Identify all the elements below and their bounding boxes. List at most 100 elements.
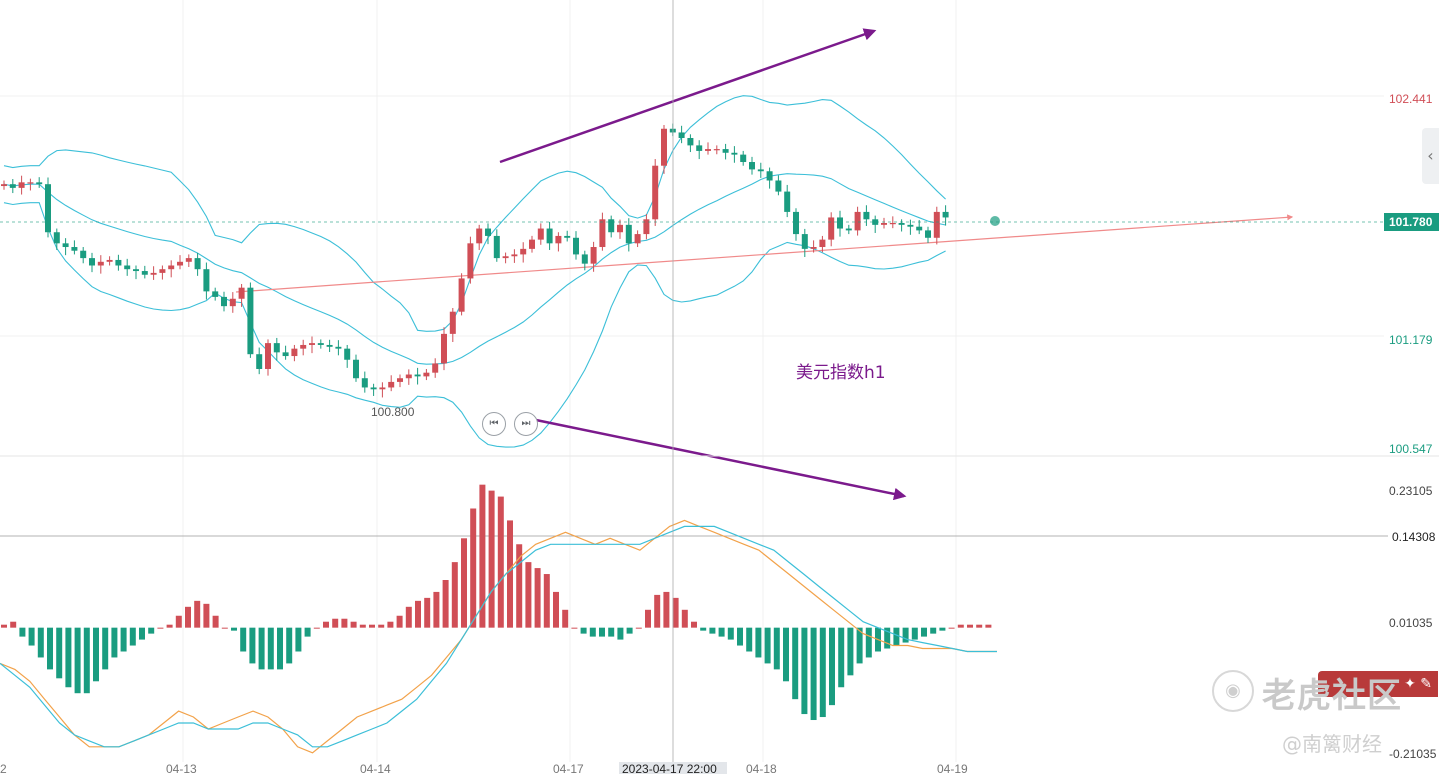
candle (881, 217, 887, 229)
macd-bar (497, 496, 504, 628)
candle-body (643, 219, 650, 235)
candle (485, 223, 491, 245)
macd-tick-1: 0.23105 (1389, 484, 1433, 498)
candle (133, 265, 139, 280)
candle-body (731, 152, 738, 155)
candle (898, 219, 905, 232)
macd-bar (865, 627, 872, 658)
macd-bar (672, 597, 679, 628)
candle (344, 344, 351, 368)
skip-next-button[interactable]: ⏭ (514, 412, 538, 436)
candle-body (652, 165, 659, 220)
macd-bar (718, 627, 725, 637)
candle-body (150, 272, 157, 275)
macd-bar (911, 627, 918, 640)
candle (731, 146, 738, 163)
macd-bar (323, 621, 329, 628)
macd-bar (635, 627, 642, 629)
macd-bar (525, 562, 532, 628)
macd-bar (893, 627, 900, 646)
macd-bar (396, 615, 403, 628)
candle (863, 205, 870, 226)
candle-body (388, 381, 395, 388)
candle-body (810, 247, 817, 249)
macd-bar (470, 508, 477, 628)
candle-body (317, 343, 324, 345)
macd-bar (626, 627, 633, 634)
macd-bar (516, 544, 523, 628)
candle (784, 184, 791, 218)
candle (581, 250, 588, 271)
macd-bar (10, 621, 17, 628)
candle (238, 283, 245, 307)
candle (326, 339, 333, 352)
candle (265, 339, 271, 376)
macd-dea-line (0, 525, 997, 748)
current-price-badge (1384, 213, 1439, 231)
candle-body (599, 219, 606, 248)
candle (793, 208, 799, 241)
candle (590, 241, 597, 272)
macd-bar (267, 627, 274, 670)
candle-body (749, 162, 755, 170)
macd-bar (221, 627, 228, 629)
candle-body (256, 354, 263, 369)
candle (678, 125, 685, 144)
x-tick-4: 04-18 (746, 762, 777, 774)
candlestick-series (1, 123, 949, 398)
macd-bar (746, 627, 753, 652)
candle (423, 368, 430, 381)
bollinger-middle (3, 173, 946, 365)
macd-bar (681, 609, 688, 628)
candle-body (80, 250, 87, 259)
candle (441, 327, 447, 371)
skip-previous-button[interactable]: ⏮ (482, 412, 506, 436)
candle (625, 218, 632, 252)
candle-body (71, 247, 78, 251)
macd-bar (921, 627, 927, 637)
candle-body (793, 211, 799, 235)
watermark-handle: @南篱财经 (1282, 732, 1382, 756)
candle-body (925, 230, 931, 238)
candle (573, 231, 579, 260)
candle (335, 340, 342, 356)
macd-bar (157, 627, 164, 629)
candle-body (907, 224, 914, 227)
macd-bar (948, 627, 955, 629)
candle (617, 219, 623, 239)
candle-body (564, 235, 571, 238)
macd-bar (534, 568, 541, 628)
candle (933, 206, 940, 245)
collapse-panel-button[interactable]: ‹ (1422, 128, 1439, 184)
macd-bar (203, 603, 210, 628)
macd-tick-4: -0.21035 (1389, 747, 1437, 761)
candle-body (889, 222, 896, 225)
macd-bar (332, 618, 339, 628)
macd-bar (507, 520, 513, 628)
candle-body (53, 232, 60, 244)
candle (537, 223, 544, 245)
candle-body (458, 278, 465, 312)
candle-body (555, 235, 562, 244)
bollinger-bands (3, 95, 946, 448)
candle-body (432, 363, 439, 373)
macd-bar (792, 627, 799, 700)
candle (564, 230, 571, 242)
candle-body (379, 387, 386, 390)
candle (529, 235, 535, 253)
candle (837, 210, 843, 237)
macd-bar (801, 627, 808, 715)
candle (62, 238, 69, 256)
macd-bar (139, 627, 145, 640)
macd-bar (829, 627, 835, 706)
candle (256, 347, 263, 375)
macd-bar (231, 627, 237, 631)
candle (194, 252, 201, 276)
price-tick-mid: 101.179 (1389, 333, 1433, 347)
candle (300, 339, 307, 356)
candle (159, 265, 166, 280)
candle (599, 212, 606, 251)
candle (89, 252, 95, 273)
bollinger-lower (3, 202, 946, 448)
